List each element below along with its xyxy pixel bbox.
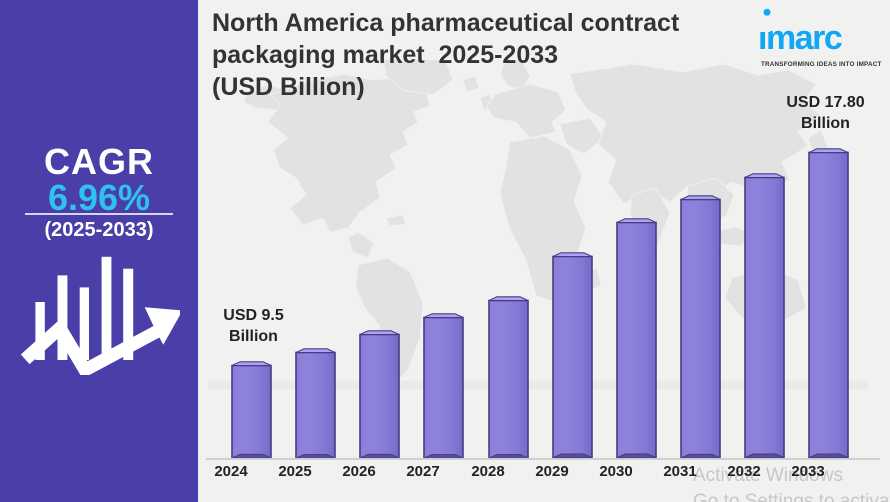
svg-text:imarc: imarc (760, 19, 842, 55)
